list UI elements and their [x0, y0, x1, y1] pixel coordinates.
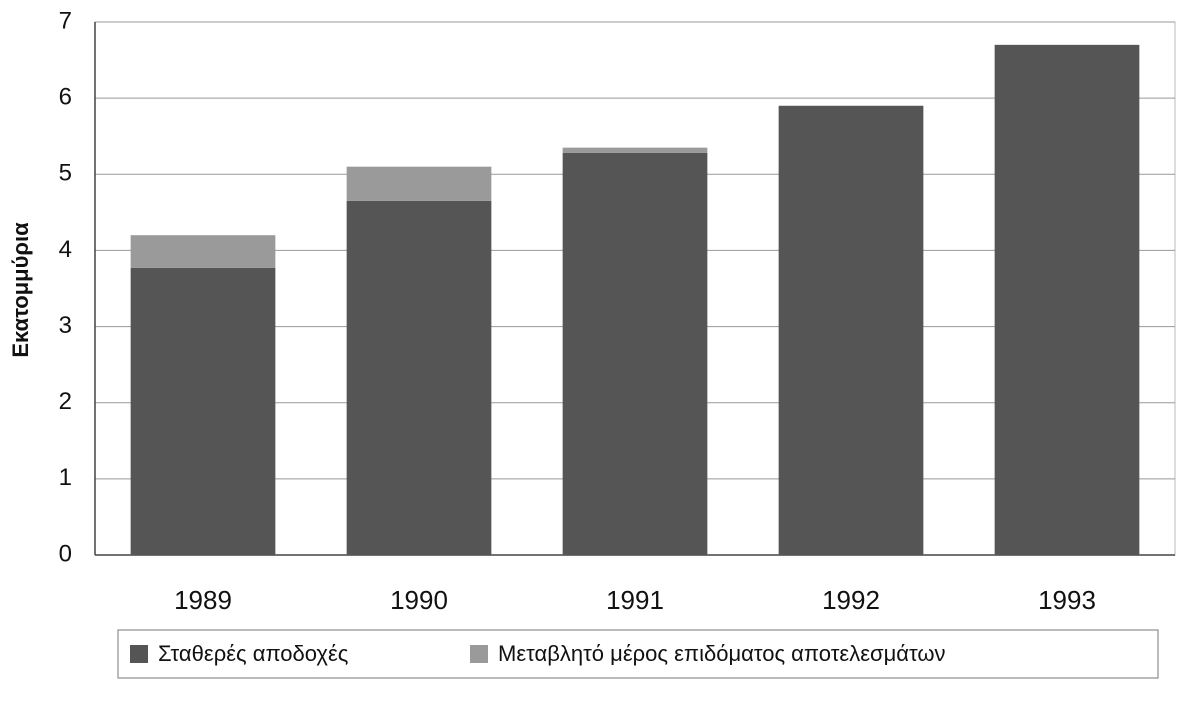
- legend-swatch: [130, 645, 148, 663]
- y-tick-label: 7: [59, 7, 72, 34]
- y-tick-label: 0: [59, 540, 72, 567]
- bar-segment: [130, 235, 276, 268]
- y-tick-label: 1: [59, 464, 72, 491]
- bar-segment: [994, 44, 1140, 555]
- legend-swatch: [470, 645, 488, 663]
- y-tick-label: 2: [59, 388, 72, 415]
- y-tick-label: 4: [59, 236, 72, 263]
- y-tick-label: 5: [59, 160, 72, 187]
- legend-label: Μεταβλητό μέρος επιδόματος αποτελεσμάτων: [498, 641, 946, 666]
- x-tick-label: 1989: [174, 585, 232, 615]
- bar-segment: [562, 147, 708, 153]
- bar-segment: [562, 152, 708, 556]
- x-tick-label: 1992: [822, 585, 880, 615]
- bar-segment: [346, 166, 492, 201]
- x-tick-label: 1990: [390, 585, 448, 615]
- legend-label: Σταθερές αποδοχές: [158, 641, 348, 666]
- bar-segment: [778, 105, 924, 555]
- y-axis-label: Εκατομμύρια: [8, 222, 33, 358]
- x-tick-label: 1991: [606, 585, 664, 615]
- legend-box: [117, 629, 1159, 679]
- y-tick-label: 3: [59, 312, 72, 339]
- bar-segment: [346, 200, 492, 555]
- bar-segment: [130, 267, 276, 555]
- y-tick-label: 6: [59, 83, 72, 110]
- x-tick-label: 1993: [1038, 585, 1096, 615]
